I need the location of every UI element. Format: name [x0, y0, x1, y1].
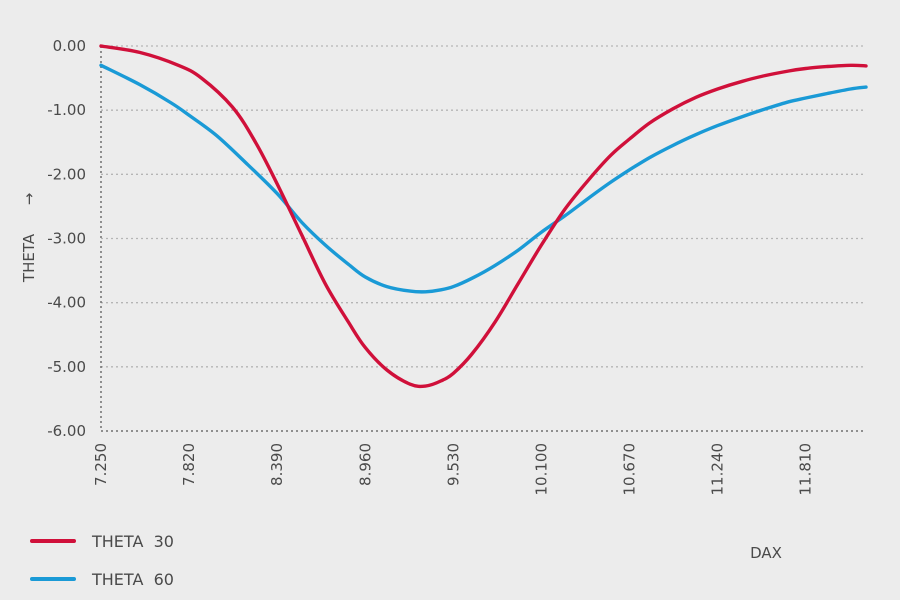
- legend: THETA 30 THETA 60: [30, 522, 174, 598]
- x-tick-label: 9.530: [444, 443, 462, 486]
- x-tick-label: 10.670: [621, 443, 639, 496]
- y-tick-label: 0.00: [53, 37, 86, 55]
- x-tick-label: 7.820: [180, 443, 198, 486]
- y-tick-label: -5.00: [47, 358, 86, 376]
- legend-label: THETA 60: [92, 569, 174, 589]
- x-tick-label: 11.240: [709, 443, 727, 496]
- y-tick-label: -1.00: [47, 101, 86, 119]
- y-tick-label: -2.00: [47, 165, 86, 183]
- x-tick-label: 7.250: [92, 443, 110, 486]
- x-tick-label: 10.100: [532, 443, 550, 496]
- y-axis-title: THETA: [20, 233, 38, 283]
- x-tick-labels: 7.250 7.820 8.390 8.960 9.530 10.100 10.670 11.…: [92, 443, 815, 496]
- legend-swatch-blue: [30, 577, 76, 581]
- x-tick-label: 8.390: [268, 443, 286, 486]
- x-tick-label: 8.960: [356, 443, 374, 486]
- y-tick-labels: 0.00 -1.00 -2.00 -3.00 -4.00 -5.00 -6.00: [47, 37, 86, 440]
- y-tick-label: -3.00: [47, 230, 86, 248]
- y-axis-arrow: →: [20, 193, 38, 206]
- grid-lines: [101, 45, 866, 368]
- legend-item-theta-60: THETA 60: [30, 560, 174, 598]
- y-tick-label: -6.00: [47, 422, 86, 440]
- axes: [100, 46, 866, 432]
- legend-label: THETA 30: [92, 531, 174, 551]
- series-line-theta-30: [99, 44, 868, 389]
- series-lines: [99, 44, 868, 389]
- legend-item-theta-30: THETA 30: [30, 522, 174, 560]
- legend-swatch-red: [30, 539, 76, 543]
- series-line-theta-60: [99, 63, 868, 294]
- x-axis-title: DAX: [750, 544, 782, 562]
- y-tick-label: -4.00: [47, 294, 86, 312]
- x-tick-label: 11.810: [797, 443, 815, 496]
